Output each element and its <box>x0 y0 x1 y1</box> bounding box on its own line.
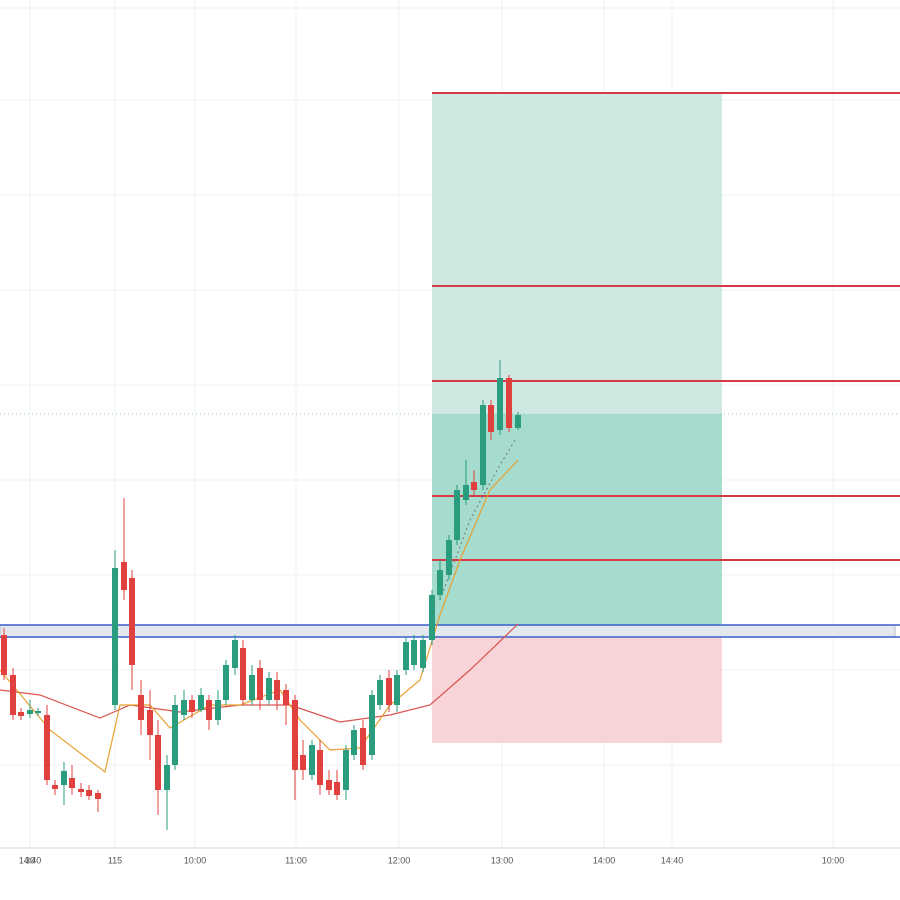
candle-body <box>437 570 443 595</box>
candle-body <box>35 711 41 713</box>
candle-body <box>206 700 212 720</box>
candle-body <box>232 640 238 668</box>
candle-body <box>463 485 469 500</box>
candle-body <box>454 490 460 540</box>
candle-body <box>138 695 144 720</box>
candle-body <box>10 675 16 715</box>
stop-zone <box>432 637 722 743</box>
candle-body <box>61 771 67 785</box>
candle-body <box>446 540 452 575</box>
candle-body <box>121 562 127 590</box>
fast-ma <box>0 459 519 774</box>
x-tick-label: 115 <box>108 855 122 865</box>
candle-body <box>215 700 221 720</box>
candle-body <box>377 680 383 705</box>
candle-body <box>155 735 161 790</box>
red-levels <box>432 92 900 561</box>
candle-body <box>1 635 7 675</box>
x-tick-label: 12:00 <box>388 855 411 865</box>
trend-line <box>439 439 516 601</box>
candle-body <box>360 728 366 765</box>
x-tick-label: 14:40 <box>661 855 684 865</box>
candle-body <box>223 665 229 700</box>
candle-body <box>403 642 409 670</box>
candle-body <box>317 750 323 785</box>
candle-body <box>198 695 204 710</box>
candle-body <box>411 640 417 665</box>
candle-body <box>480 405 486 485</box>
candle-body <box>69 778 75 788</box>
slow-ma <box>0 623 519 723</box>
x-tick-label: 10:00 <box>822 855 845 865</box>
candle-body <box>351 730 357 755</box>
candle-body <box>95 793 101 799</box>
x-tick-label: 13:00 <box>491 855 514 865</box>
x-tick-label: 14:00 <box>593 855 616 865</box>
candle-body <box>515 415 521 428</box>
candle-body <box>18 712 24 716</box>
target-zone <box>432 93 722 414</box>
candle-body <box>394 675 400 705</box>
candle-body <box>129 578 135 665</box>
candle-body <box>274 680 280 700</box>
candle-body <box>266 678 272 700</box>
candle-body <box>147 710 153 735</box>
candle-body <box>189 700 195 712</box>
candle-body <box>112 568 118 705</box>
candle-body <box>309 745 315 775</box>
candle-body <box>44 715 50 780</box>
candle-body <box>27 710 33 714</box>
candle-body <box>506 378 512 428</box>
candle-body <box>334 782 340 795</box>
candle-body <box>164 765 170 790</box>
candle-body <box>249 675 255 700</box>
candle-body <box>86 790 92 796</box>
candle-body <box>369 695 375 755</box>
candle-body <box>420 640 426 668</box>
candle-body <box>497 378 503 430</box>
x-tick-label: 30 <box>25 855 35 865</box>
candle-body <box>326 780 332 790</box>
candle-body <box>181 700 187 715</box>
x-tick-label: 11:00 <box>285 855 307 865</box>
candle-body <box>52 785 58 789</box>
candle-body <box>471 482 477 490</box>
candle-body <box>386 678 392 705</box>
candle-body <box>429 595 435 640</box>
candle-body <box>488 405 494 432</box>
candle-body <box>300 755 306 770</box>
candle-body <box>292 700 298 770</box>
x-tick-label: 14:40 <box>19 855 42 865</box>
candle-body <box>283 690 289 705</box>
profit-zone <box>432 414 722 637</box>
x-tick-label: 10:00 <box>184 855 207 865</box>
candle-body <box>343 750 349 790</box>
candle-body <box>240 648 246 700</box>
candle-body <box>257 668 263 700</box>
candle-body <box>78 789 84 792</box>
candle-body <box>172 705 178 765</box>
